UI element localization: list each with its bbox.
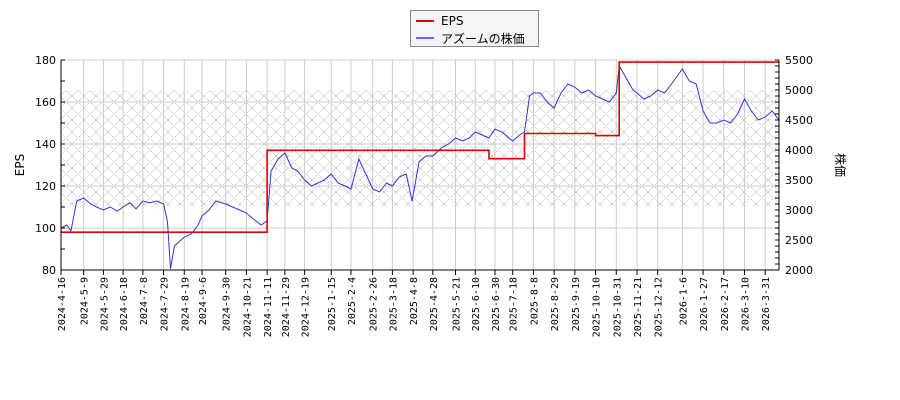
left-tick-label: 180	[35, 54, 56, 67]
stock-price-line	[60, 64, 780, 269]
x-tick-label: 2025-10-10	[592, 277, 603, 337]
legend-item-stock-price: アズームの株価	[411, 30, 525, 46]
legend-item-eps: EPS	[411, 13, 463, 29]
left-tick-label: 100	[35, 222, 56, 235]
shaded-band	[61, 90, 779, 207]
x-tick-label: 2026-1-6	[678, 277, 689, 325]
left-y-axis: 80 100 120 140 160 180	[35, 54, 65, 277]
x-tick-label: 2026-2-17	[720, 277, 731, 331]
x-tick-label: 2025-1-15	[327, 277, 338, 331]
x-tick-label: 2024-5-9	[80, 277, 91, 325]
right-tick-label: 4500	[785, 114, 813, 127]
x-tick-label: 2024-4-16	[57, 277, 68, 331]
right-tick-label: 2000	[785, 264, 813, 277]
left-tick-label: 120	[35, 180, 56, 193]
x-tick-label: 2024-7-8	[139, 277, 150, 325]
x-tick-label: 2024-9-6	[198, 277, 209, 325]
x-tick-label: 2025-4-28	[429, 277, 440, 331]
x-tick-label: 2025-2-26	[369, 277, 380, 331]
x-axis: 2024-4-16 2024-5-9 2024-5-29 2024-6-18 2024-…	[57, 270, 772, 337]
x-tick-label: 2025-12-12	[654, 277, 665, 337]
x-tick-label: 2024-6-18	[119, 277, 130, 331]
legend-label-eps: EPS	[441, 14, 464, 28]
x-tick-label: 2026-3-10	[741, 277, 752, 331]
grid-lines	[60, 59, 779, 271]
left-axis-label: EPS	[13, 154, 27, 176]
right-tick-label: 5000	[785, 84, 813, 97]
x-tick-label: 2024-5-29	[99, 277, 110, 331]
x-tick-label: 2025-6-10	[471, 277, 482, 331]
x-tick-label: 2024-7-29	[160, 277, 171, 331]
x-tick-label: 2024-9-30	[222, 277, 233, 331]
left-tick-label: 160	[35, 96, 56, 109]
x-tick-label: 2025-9-19	[571, 277, 582, 331]
x-tick-label: 2025-6-30	[491, 277, 502, 331]
right-tick-label: 3000	[785, 204, 813, 217]
legend-label-stock-price: アズームの株価	[441, 31, 525, 46]
right-tick-label: 5500	[785, 54, 813, 67]
right-tick-label: 4000	[785, 144, 813, 157]
left-tick-label: 80	[42, 264, 56, 277]
left-tick-label: 140	[35, 138, 56, 151]
legend: EPS アズームの株価	[410, 10, 539, 47]
x-tick-label: 2024-11-29	[281, 277, 292, 337]
eps-line	[61, 61, 779, 233]
right-tick-label: 3500	[785, 174, 813, 187]
x-tick-label: 2025-5-21	[452, 277, 463, 331]
x-tick-label: 2025-11-21	[633, 277, 644, 337]
x-tick-label: 2025-7-18	[509, 277, 520, 331]
x-tick-label: 2025-2-4	[347, 277, 358, 325]
x-tick-label: 2026-1-27	[699, 277, 710, 331]
right-y-axis: 2000 2500 3000 3500 4000 4500 5000 5500	[775, 54, 813, 277]
series-lines	[60, 61, 780, 269]
eps-swatch-icon	[416, 20, 434, 22]
x-tick-label: 2026-3-31	[761, 277, 772, 331]
x-tick-label: 2025-8-8	[529, 277, 540, 325]
right-tick-label: 2500	[785, 234, 813, 247]
x-tick-label: 2025-3-18	[388, 277, 399, 331]
x-tick-label: 2024-11-11	[263, 277, 274, 337]
x-tick-label: 2024-8-19	[180, 277, 191, 331]
x-tick-label: 2024-12-19	[301, 277, 312, 337]
x-tick-label: 2025-8-29	[550, 277, 561, 331]
stock-price-swatch-icon	[416, 37, 434, 39]
right-axis-label: 株価	[833, 153, 848, 177]
x-tick-label: 2024-10-21	[242, 277, 253, 337]
x-tick-label: 2025-4-8	[409, 277, 420, 325]
x-tick-label: 2025-10-31	[612, 277, 623, 337]
